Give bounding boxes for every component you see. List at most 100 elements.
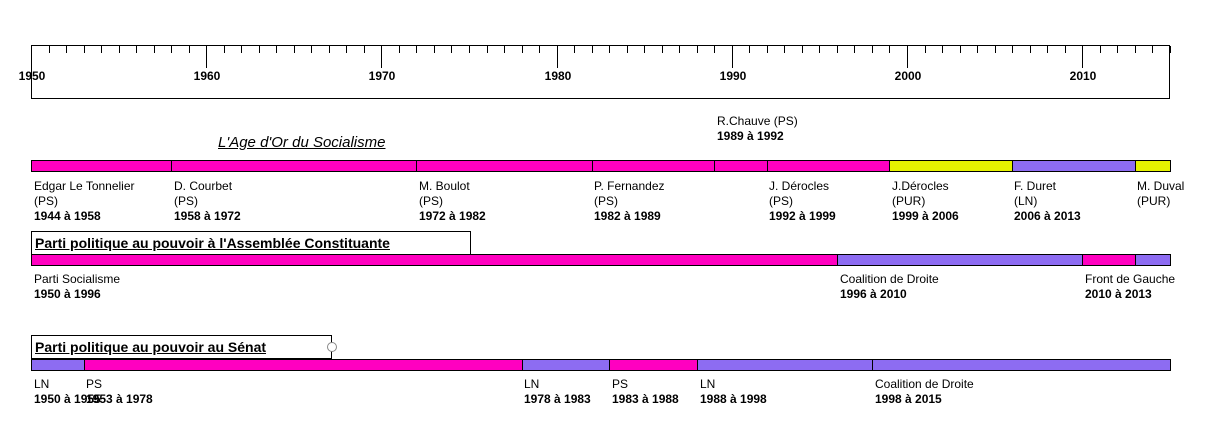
label-dates: 1983 à 1988: [612, 392, 679, 406]
minor-tick: [714, 46, 715, 53]
label-name: Front de Gauche: [1085, 272, 1176, 286]
timeline-segment[interactable]: [1135, 254, 1171, 266]
timeline-label: M. Duval (PUR): [1137, 179, 1184, 209]
label-name: P. Fernandez: [594, 179, 665, 193]
assemblee-title: Parti politique au pouvoir à l'Assemblée…: [31, 231, 471, 255]
minor-tick: [136, 46, 137, 53]
year-label: 2010: [1069, 69, 1097, 83]
label-name: M. Duval: [1137, 179, 1185, 193]
major-tick: [732, 46, 733, 68]
major-tick: [1082, 46, 1083, 68]
timeline-label: LN 1988 à 1998: [700, 377, 767, 407]
timeline-segment[interactable]: [84, 359, 523, 371]
minor-tick: [399, 46, 400, 53]
timeline-segment[interactable]: [872, 359, 1171, 371]
president-name: R.Chauve: [717, 114, 771, 128]
minor-tick: [802, 46, 803, 53]
timeline-label: Parti Socialisme 1950 à 1996: [34, 272, 120, 302]
timeline-segment[interactable]: [171, 160, 417, 172]
minor-tick: [592, 46, 593, 53]
timeline-segment[interactable]: [31, 254, 838, 266]
timeline-segment[interactable]: [837, 254, 1083, 266]
label-name: F. Duret: [1014, 179, 1057, 193]
timeline-segment[interactable]: [1012, 160, 1136, 172]
label-party: (PS): [419, 194, 443, 208]
minor-tick: [522, 46, 523, 53]
year-ruler: 1950 1960 1970 1980 1990 2000 2010: [19, 45, 1171, 99]
label-dates: 1998 à 2015: [875, 392, 942, 406]
label-dates: 1996 à 2010: [840, 287, 907, 301]
minor-tick: [294, 46, 295, 53]
president-label-above: R.Chauve (PS) 1989 à 1992: [717, 114, 798, 144]
year-label: 1980: [544, 69, 572, 83]
timeline-segment[interactable]: [609, 359, 698, 371]
year-label: 2000: [894, 69, 922, 83]
label-name: Edgar Le Tonnelier: [34, 179, 135, 193]
timeline-label: LN 1978 à 1983: [524, 377, 591, 407]
minor-tick: [574, 46, 575, 53]
minor-tick: [1012, 46, 1013, 53]
minor-tick: [627, 46, 628, 53]
label-party: (PUR): [1137, 194, 1171, 208]
timeline-segment[interactable]: [1135, 160, 1171, 172]
timeline-label: P. Fernandez (PS) 1982 à 1989: [594, 179, 665, 224]
minor-tick: [960, 46, 961, 53]
minor-tick: [767, 46, 768, 53]
year-label: 1950: [18, 69, 46, 83]
timeline-label: J.Dérocles (PUR) 1999 à 2006: [892, 179, 959, 224]
minor-tick: [224, 46, 225, 53]
label-party: (PUR): [892, 194, 926, 208]
minor-tick: [872, 46, 873, 53]
minor-tick: [504, 46, 505, 53]
timeline-label: F. Duret (LN) 2006 à 2013: [1014, 179, 1081, 224]
minor-tick: [84, 46, 85, 53]
label-dates: 1950 à 1955: [34, 392, 101, 406]
label-name: PS: [86, 377, 103, 391]
major-tick: [381, 46, 382, 68]
timeline-segment[interactable]: [714, 160, 768, 172]
label-dates: 1953 à 1978: [86, 392, 153, 406]
minor-tick: [644, 46, 645, 53]
minor-tick: [451, 46, 452, 53]
minor-tick: [364, 46, 365, 53]
minor-tick: [749, 46, 750, 53]
minor-tick: [171, 46, 172, 53]
minor-tick: [469, 46, 470, 53]
minor-tick: [416, 46, 417, 53]
label-dates: 1958 à 1972: [174, 209, 241, 223]
timeline-segment[interactable]: [522, 359, 610, 371]
timeline-segment[interactable]: [416, 160, 593, 172]
label-party: (LN): [1014, 194, 1038, 208]
era-title: L'Age d'Or du Socialisme: [218, 134, 386, 151]
timeline-segment[interactable]: [767, 160, 890, 172]
timeline-segment[interactable]: [31, 160, 172, 172]
timeline-label: PS 1953 à 1978: [86, 377, 153, 407]
year-label: 1960: [193, 69, 221, 83]
minor-tick: [329, 46, 330, 53]
timeline-segment[interactable]: [889, 160, 1013, 172]
minor-tick: [784, 46, 785, 53]
minor-tick: [276, 46, 277, 53]
label-dates: 1982 à 1989: [594, 209, 661, 223]
label-name: M. Boulot: [419, 179, 470, 193]
year-label: 1970: [368, 69, 396, 83]
label-dates: 2006 à 2013: [1014, 209, 1081, 223]
timeline-segment[interactable]: [697, 359, 873, 371]
label-dates: 1999 à 2006: [892, 209, 959, 223]
timeline-label: LN 1950 à 1955: [34, 377, 101, 407]
timeline-label: M. Boulot (PS) 1972 à 1982: [419, 179, 486, 224]
label-dates: 2010 à 2013: [1085, 287, 1152, 301]
timeline-label: Coalition de Droite 1998 à 2015: [875, 377, 974, 407]
resize-handle[interactable]: [327, 342, 337, 352]
minor-tick: [1030, 46, 1031, 53]
timeline-segment[interactable]: [31, 359, 85, 371]
minor-tick: [1047, 46, 1048, 53]
label-name: PS: [612, 377, 629, 391]
minor-tick: [539, 46, 540, 53]
label-name: Coalition de Droite: [840, 272, 939, 286]
timeline-segment[interactable]: [592, 160, 715, 172]
label-name: LN: [34, 377, 50, 391]
minor-tick: [101, 46, 102, 53]
timeline-segment[interactable]: [1082, 254, 1136, 266]
minor-tick: [942, 46, 943, 53]
